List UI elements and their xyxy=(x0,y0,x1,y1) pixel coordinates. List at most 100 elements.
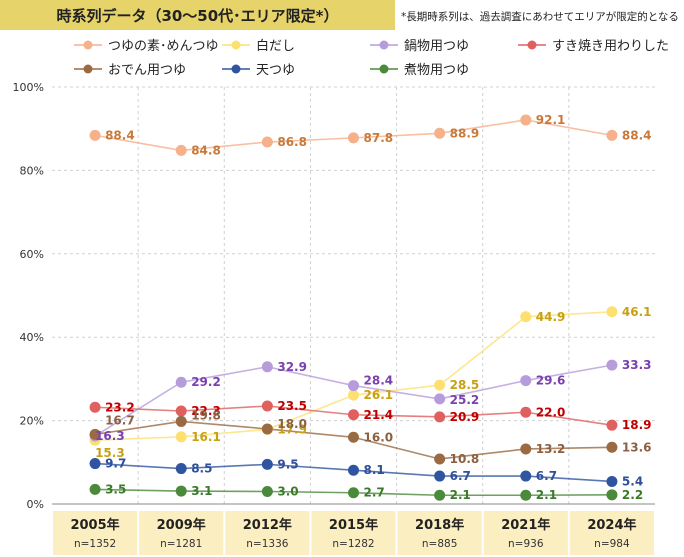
data-label: 23.2 xyxy=(105,400,135,414)
data-label: 2.7 xyxy=(364,486,385,500)
data-label: 18.0 xyxy=(277,417,307,431)
category-label: 2012年 xyxy=(243,517,292,533)
data-label: 19.8 xyxy=(191,408,221,422)
legend-label: 白だし xyxy=(256,38,295,54)
chart-title-box: 時系列データ（30〜50代･エリア限定*） xyxy=(0,0,395,30)
data-label: 92.1 xyxy=(536,113,566,127)
data-label: 3.1 xyxy=(191,484,212,498)
data-point xyxy=(520,489,532,501)
data-point xyxy=(606,489,618,501)
sample-size-label: n=936 xyxy=(508,538,544,550)
data-point xyxy=(175,144,187,156)
data-label: 13.2 xyxy=(536,442,566,456)
sample-size-label: n=1282 xyxy=(332,538,374,550)
y-tick-label: 20% xyxy=(20,415,44,428)
y-tick-label: 60% xyxy=(20,248,44,261)
data-point xyxy=(89,401,101,413)
data-label: 16.0 xyxy=(364,430,394,444)
data-label: 21.4 xyxy=(364,408,394,422)
data-point xyxy=(175,376,187,388)
data-label: 9.7 xyxy=(105,457,126,471)
data-point xyxy=(175,431,187,443)
data-point xyxy=(261,423,273,435)
category-cell xyxy=(53,511,138,555)
data-point xyxy=(175,415,187,427)
data-label: 88.4 xyxy=(622,128,652,142)
legend-marker xyxy=(231,40,241,50)
data-point xyxy=(434,489,446,501)
y-tick-label: 100% xyxy=(13,81,44,94)
data-point xyxy=(520,375,532,387)
category-cell xyxy=(569,511,654,555)
data-point xyxy=(434,393,446,405)
data-point xyxy=(261,136,273,148)
category-label: 2005年 xyxy=(70,517,119,533)
data-point xyxy=(348,431,359,443)
legend-marker xyxy=(527,40,537,50)
data-point xyxy=(175,463,187,475)
data-label: 16.7 xyxy=(105,413,135,427)
data-point xyxy=(434,470,446,482)
data-point xyxy=(348,409,359,421)
chart-note: *長期時系列は、過去調査にあわせてエリアが限定的となる xyxy=(401,11,679,23)
legend-label: おでん用つゆ xyxy=(108,63,186,78)
data-point xyxy=(261,361,273,373)
data-point xyxy=(520,443,532,455)
data-point xyxy=(348,132,359,144)
data-label: 23.5 xyxy=(277,399,307,413)
data-label: 8.5 xyxy=(191,462,212,476)
category-label: 2018年 xyxy=(415,517,464,533)
data-point xyxy=(606,129,618,141)
data-point xyxy=(89,129,101,141)
data-point xyxy=(348,380,359,392)
data-point xyxy=(261,400,273,412)
data-label: 22.0 xyxy=(536,405,566,419)
data-point xyxy=(434,411,446,423)
data-label: 17.9 xyxy=(277,422,307,436)
data-point xyxy=(434,379,446,391)
sample-size-label: n=885 xyxy=(422,538,458,550)
category-label: 2015年 xyxy=(329,517,378,533)
category-label: 2009年 xyxy=(157,517,206,533)
data-point xyxy=(261,485,273,497)
data-label: 8.1 xyxy=(364,463,385,477)
data-point xyxy=(520,470,532,482)
data-label: 28.5 xyxy=(450,378,480,392)
data-label: 28.4 xyxy=(364,374,394,388)
data-point xyxy=(348,464,359,476)
legend-marker xyxy=(83,40,93,50)
legend-label: つゆの素･めんつゆ xyxy=(108,39,219,54)
data-point xyxy=(520,406,532,418)
data-label: 2.2 xyxy=(622,488,643,502)
data-point xyxy=(434,127,446,139)
data-point xyxy=(89,483,101,495)
data-point xyxy=(348,389,359,401)
data-label: 26.1 xyxy=(364,388,394,402)
data-label: 9.5 xyxy=(277,457,298,471)
legend-marker xyxy=(231,64,241,74)
data-label: 3.5 xyxy=(105,482,126,496)
legend-marker xyxy=(379,64,389,74)
data-label: 88.9 xyxy=(450,126,480,140)
y-tick-label: 0% xyxy=(27,498,44,511)
data-label: 33.3 xyxy=(622,358,652,372)
data-point xyxy=(606,475,618,487)
data-point xyxy=(606,306,618,318)
data-point xyxy=(606,441,618,453)
category-label: 2024年 xyxy=(587,517,636,533)
data-label: 18.9 xyxy=(622,418,652,432)
data-label: 25.2 xyxy=(450,393,480,407)
data-label: 6.7 xyxy=(450,469,471,483)
data-label: 29.6 xyxy=(536,374,566,388)
data-label: 5.4 xyxy=(622,474,643,488)
legend-marker xyxy=(379,40,389,50)
data-point xyxy=(520,311,532,323)
data-label: 3.0 xyxy=(277,484,298,498)
data-label: 16.1 xyxy=(191,430,221,444)
data-label: 13.6 xyxy=(622,440,652,454)
sample-size-label: n=1336 xyxy=(246,538,288,550)
legend-label: 鍋物用つゆ xyxy=(404,38,469,54)
data-label: 44.9 xyxy=(536,310,566,324)
data-label: 29.2 xyxy=(191,375,221,389)
